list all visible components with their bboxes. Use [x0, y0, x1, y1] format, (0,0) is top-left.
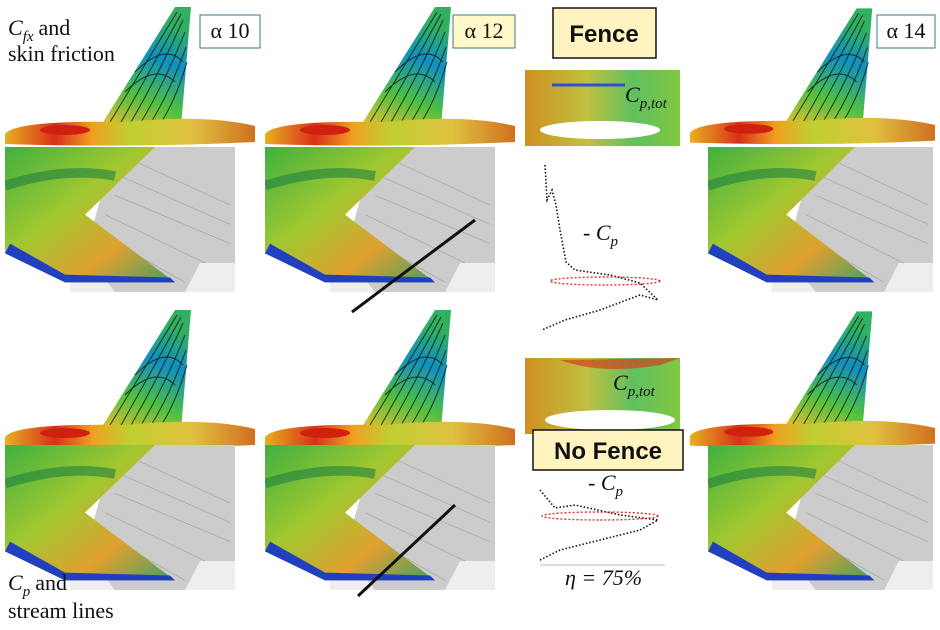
cp-plot — [542, 165, 660, 330]
alpha-label: α 12 — [464, 18, 503, 43]
label-part: and — [39, 15, 71, 40]
label-part: p — [610, 234, 619, 250]
cp-label: - Cp — [583, 220, 619, 250]
label-part: p,tot — [639, 96, 668, 112]
wing-image — [265, 147, 495, 292]
label-part: and — [35, 570, 67, 595]
label-part: - — [588, 470, 601, 495]
wing-image — [708, 445, 933, 590]
alpha-label: α 14 — [886, 18, 925, 43]
label-part: stream lines — [8, 598, 114, 623]
label-part: C — [625, 82, 640, 107]
no-fence-label: No Fence — [554, 438, 662, 465]
tail-image — [5, 310, 255, 449]
label-part: p — [615, 484, 624, 500]
alpha-label: α 10 — [210, 18, 249, 43]
wing-image — [265, 445, 495, 590]
figure: α 10 α 12 α 14 Fence No Fence Cfxand ski… — [0, 0, 940, 630]
label-part: C — [8, 570, 23, 595]
label-part: C — [596, 220, 611, 245]
eta-label: η = 75% — [565, 565, 642, 590]
airfoil — [540, 121, 660, 139]
cp-plot — [540, 490, 658, 560]
label-part: C — [601, 470, 616, 495]
label-part: - — [583, 220, 596, 245]
label-part: p,tot — [627, 384, 656, 400]
wing-image — [708, 147, 933, 292]
wing-image — [5, 445, 235, 590]
fence-label: Fence — [569, 21, 638, 48]
label-part: C — [613, 370, 628, 395]
tail-image — [265, 310, 515, 449]
label-part: skin friction — [8, 41, 115, 66]
tail-image — [690, 311, 935, 447]
cp-label: - Cp — [588, 470, 624, 500]
label-part: C — [8, 15, 23, 40]
wing-image — [5, 147, 235, 292]
airfoil — [545, 410, 675, 430]
